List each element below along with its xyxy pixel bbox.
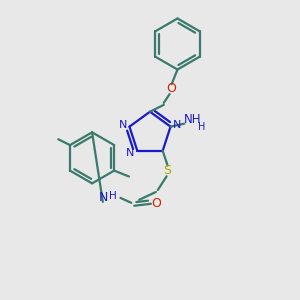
Text: NH: NH (183, 113, 201, 126)
Text: H: H (109, 191, 116, 201)
Text: N: N (99, 191, 109, 204)
Text: O: O (151, 197, 161, 210)
Text: N: N (173, 120, 182, 130)
Text: O: O (167, 82, 176, 95)
Text: S: S (164, 164, 172, 177)
Text: H: H (198, 122, 206, 132)
Text: N: N (126, 148, 135, 158)
Text: N: N (118, 120, 127, 130)
